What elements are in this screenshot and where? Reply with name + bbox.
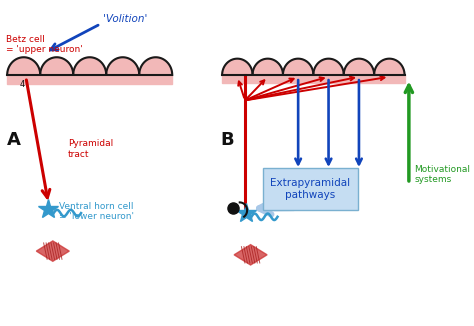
Text: Betz cell
= 'upper neuron': Betz cell = 'upper neuron' — [6, 35, 82, 54]
Text: Pyramidal
tract: Pyramidal tract — [68, 140, 113, 159]
Polygon shape — [313, 59, 344, 75]
Text: 'Volition': 'Volition' — [103, 14, 147, 24]
Text: Motivational
systems: Motivational systems — [414, 165, 470, 184]
Polygon shape — [344, 59, 374, 75]
Polygon shape — [234, 244, 267, 265]
Text: 4: 4 — [20, 81, 25, 89]
Polygon shape — [7, 75, 172, 84]
Polygon shape — [253, 59, 283, 75]
Text: B: B — [220, 131, 234, 149]
Polygon shape — [283, 59, 313, 75]
Polygon shape — [7, 57, 40, 75]
Polygon shape — [139, 57, 172, 75]
Polygon shape — [222, 75, 404, 83]
Text: A: A — [7, 131, 21, 149]
Text: Extrapyramidal
pathways: Extrapyramidal pathways — [270, 178, 350, 200]
Text: Ventral horn cell
= 'lower neuron': Ventral horn cell = 'lower neuron' — [59, 202, 134, 221]
Polygon shape — [36, 241, 69, 261]
FancyBboxPatch shape — [263, 168, 358, 210]
Polygon shape — [106, 57, 139, 75]
Polygon shape — [222, 59, 253, 75]
Polygon shape — [374, 59, 404, 75]
Polygon shape — [73, 57, 106, 75]
Polygon shape — [40, 57, 73, 75]
